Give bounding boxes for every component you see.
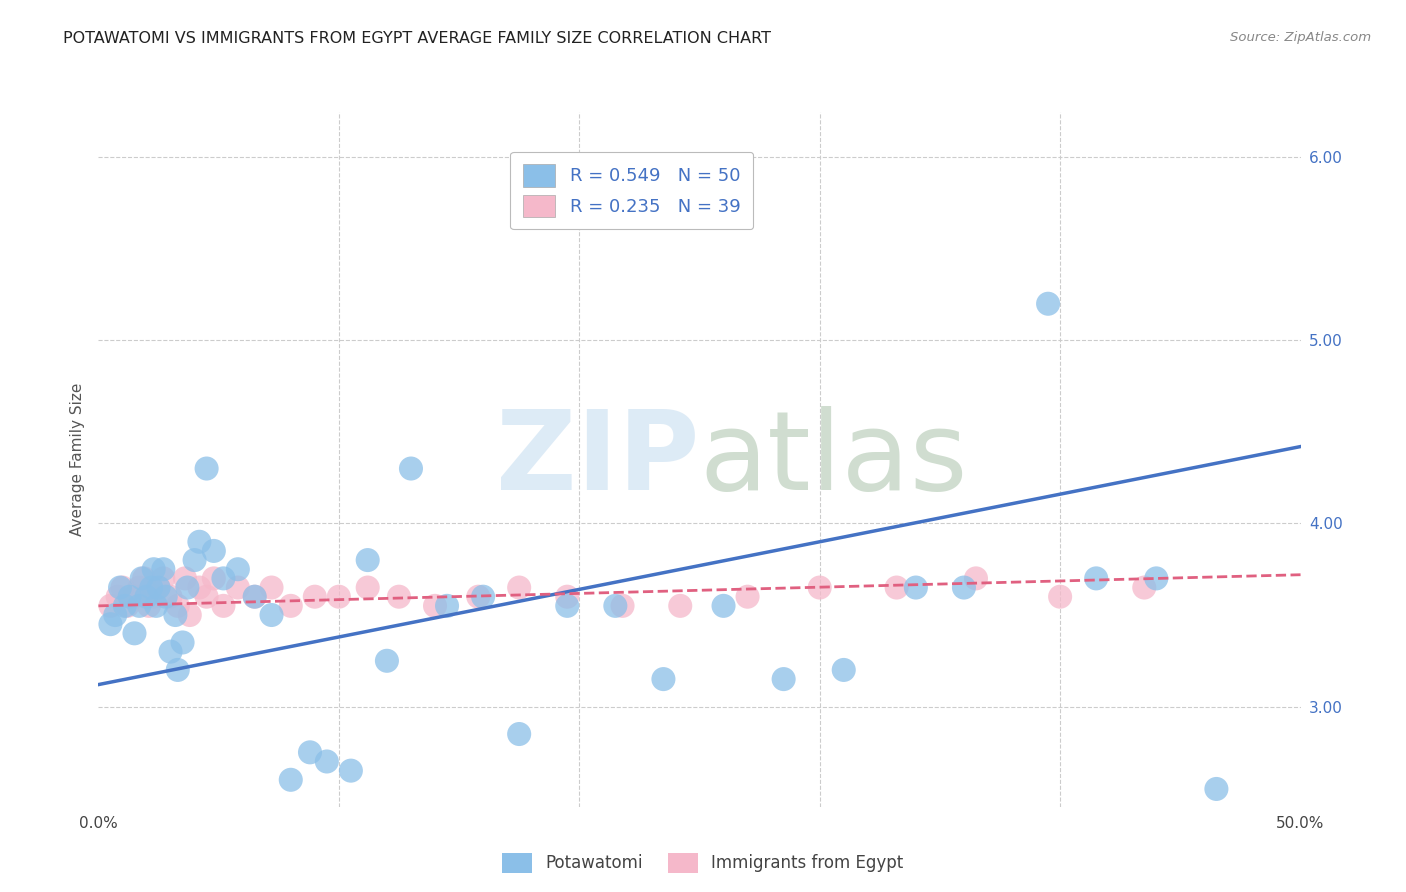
Point [243,590,266,604]
Point [772,672,794,686]
Point [605,599,627,613]
Point [142,562,165,576]
Point [669,599,692,613]
Point [188,534,211,549]
Point [280,599,302,613]
Point [135,590,157,604]
Point [107,590,129,604]
Point [423,599,446,613]
Point [904,581,927,595]
Point [612,599,634,613]
Point [159,645,181,659]
Point [399,461,422,475]
Legend: Potawatomi, Immigrants from Egypt: Potawatomi, Immigrants from Egypt [496,847,910,880]
Point [298,745,321,759]
Point [713,599,735,613]
Point [340,764,363,778]
Point [188,581,211,595]
Point [165,607,187,622]
Point [152,562,174,576]
Point [202,571,225,585]
Point [100,617,122,632]
Point [315,755,337,769]
Point [124,626,146,640]
Point [104,607,127,622]
Point [155,590,177,604]
Point [132,571,155,585]
Point [1049,590,1071,604]
Point [172,635,194,649]
Text: ZIP: ZIP [496,406,699,513]
Point [124,590,146,604]
Point [183,553,205,567]
Point [212,599,235,613]
Point [114,599,136,613]
Point [1036,297,1059,311]
Point [100,599,122,613]
Point [118,590,141,604]
Legend: R = 0.549   N = 50, R = 0.235   N = 39: R = 0.549 N = 50, R = 0.235 N = 39 [510,152,754,229]
Point [652,672,675,686]
Point [467,590,489,604]
Point [159,590,181,604]
Point [108,581,131,595]
Point [328,590,350,604]
Point [832,663,855,677]
Point [111,581,134,595]
Point [555,590,578,604]
Y-axis label: Average Family Size: Average Family Size [69,383,84,536]
Point [138,599,160,613]
Point [436,599,458,613]
Point [472,590,495,604]
Point [1085,571,1108,585]
Point [280,772,302,787]
Text: atlas: atlas [699,406,967,513]
Point [357,581,380,595]
Point [508,727,530,741]
Point [226,562,249,576]
Point [202,544,225,558]
Point [304,590,326,604]
Point [195,590,218,604]
Point [195,461,218,475]
Point [145,599,167,613]
Point [808,581,831,595]
Point [141,581,163,595]
Point [737,590,759,604]
Point [375,654,398,668]
Point [212,571,235,585]
Point [166,663,188,677]
Point [388,590,411,604]
Text: Source: ZipAtlas.com: Source: ZipAtlas.com [1230,31,1371,45]
Point [176,581,198,595]
Point [152,571,174,585]
Point [148,581,170,595]
Point [142,590,165,604]
Point [128,599,150,613]
Point [965,571,987,585]
Point [357,553,380,567]
Point [260,607,283,622]
Point [243,590,266,604]
Point [131,571,153,585]
Point [166,599,188,613]
Point [1144,571,1167,585]
Point [555,599,578,613]
Point [953,581,976,595]
Point [117,599,139,613]
Point [148,581,170,595]
Point [508,581,530,595]
Point [226,581,249,595]
Point [260,581,283,595]
Text: POTAWATOMI VS IMMIGRANTS FROM EGYPT AVERAGE FAMILY SIZE CORRELATION CHART: POTAWATOMI VS IMMIGRANTS FROM EGYPT AVER… [63,31,772,46]
Point [128,581,150,595]
Point [174,571,197,585]
Point [886,581,908,595]
Point [1133,581,1156,595]
Point [1205,781,1227,796]
Point [179,607,201,622]
